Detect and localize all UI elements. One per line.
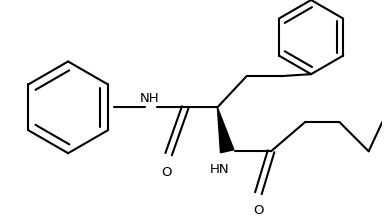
Text: O: O xyxy=(253,204,264,217)
Text: NH: NH xyxy=(139,92,159,105)
Text: HN: HN xyxy=(209,163,229,176)
Polygon shape xyxy=(217,107,234,153)
Text: O: O xyxy=(161,166,172,179)
